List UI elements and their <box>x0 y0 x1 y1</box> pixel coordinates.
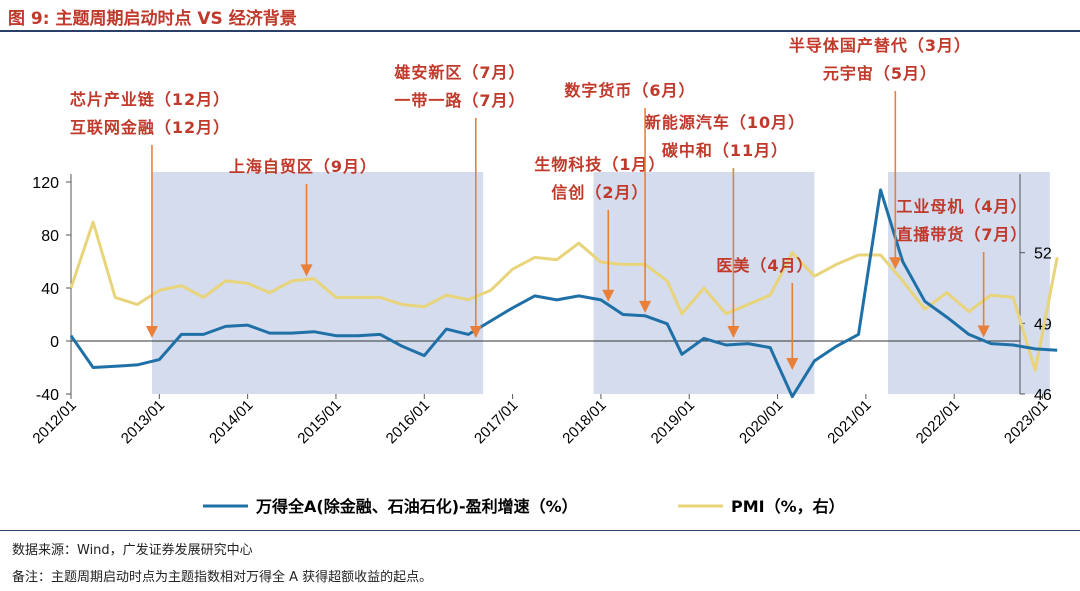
legend: 万得全A(除金融、石油石化)-盈利增速（%） PMI（%，右） <box>203 497 845 516</box>
shaded-periods <box>151 172 1050 394</box>
annotation-arrow-head <box>786 358 799 370</box>
x-tick-label: 2022/01 <box>913 397 963 447</box>
annotation-label: 工业母机（4月） <box>896 197 1027 216</box>
annotation-arrow-head <box>469 326 482 338</box>
left-tick-label: 40 <box>41 281 59 298</box>
annotation-label: 医美（4月） <box>716 256 813 275</box>
annotation-label: 新能源汽车（10月） <box>645 113 805 132</box>
annotation-label: 直播带货（7月） <box>896 225 1027 244</box>
annotation-label: 互联网金融（12月） <box>70 118 230 137</box>
annotation-arrow-head <box>145 326 158 338</box>
left-tick-label: 80 <box>41 228 59 245</box>
left-tick-label: 0 <box>50 334 59 351</box>
left-tick-label: -40 <box>36 387 59 404</box>
annotation-label: 芯片产业链（12月） <box>70 90 230 109</box>
legend-label-pmi: PMI（%，右） <box>731 497 845 516</box>
left-tick-label: 120 <box>32 175 59 192</box>
annotation-label: 元宇宙（5月） <box>823 64 937 83</box>
shaded-period <box>593 172 815 394</box>
annotation-arrow-head <box>602 289 615 302</box>
annotation-label: 一带一路（7月） <box>394 91 525 110</box>
annotation-arrow-head <box>889 257 902 270</box>
x-tick-label: 2021/01 <box>824 397 874 447</box>
x-tick-label: 2023/01 <box>1001 397 1051 447</box>
annotation-label: 雄安新区（7月） <box>393 63 525 82</box>
figure-title: 图 9: 主题周期启动时点 VS 经济背景 <box>8 9 297 29</box>
x-tick-label: 2020/01 <box>736 397 786 447</box>
annotation-label: 信创（2月） <box>551 183 648 202</box>
legend-label-profit: 万得全A(除金融、石油石化)-盈利增速（%） <box>255 497 578 516</box>
x-tick-label: 2014/01 <box>206 397 256 447</box>
data-source: 数据来源：Wind，广发证券发展研究中心 <box>12 543 253 558</box>
x-tick-label: 2019/01 <box>648 397 698 447</box>
title-divider <box>0 30 1080 32</box>
annotation-label: 上海自贸区（9月） <box>229 157 377 176</box>
annotation-label: 碳中和（11月） <box>662 141 788 160</box>
annotation-arrow-head <box>300 264 313 277</box>
x-tick-label: 2017/01 <box>471 397 521 447</box>
x-tick-label: 2016/01 <box>383 397 433 447</box>
footer-divider <box>0 530 1080 531</box>
profit-growth-line <box>69 188 1058 399</box>
remark-note: 备注：主题周期启动时点为主题指数相对万得全 A 获得超额收益的起点。 <box>12 570 433 585</box>
annotation-label: 数字货币（6月） <box>564 81 695 100</box>
x-tick-label: 2018/01 <box>559 397 609 447</box>
annotation-arrow-head <box>727 326 740 338</box>
annotation-label: 生物科技（1月） <box>534 155 665 174</box>
annotation-arrow-head <box>977 325 990 338</box>
x-tick-label: 2013/01 <box>118 397 168 447</box>
right-tick-label: 52 <box>1034 246 1052 263</box>
x-tick-label: 2015/01 <box>294 397 344 447</box>
x-tick-label: 2012/01 <box>29 397 79 447</box>
annotation-arrow-head <box>639 300 652 313</box>
series-lines <box>69 188 1059 399</box>
annotation-label: 半导体国产替代（3月） <box>789 36 971 55</box>
pmi-line <box>69 220 1059 372</box>
annotations: 芯片产业链（12月） 互联网金融（12月） 上海自贸区（9月） 雄安新区（7月） 一带一… <box>70 36 1027 370</box>
